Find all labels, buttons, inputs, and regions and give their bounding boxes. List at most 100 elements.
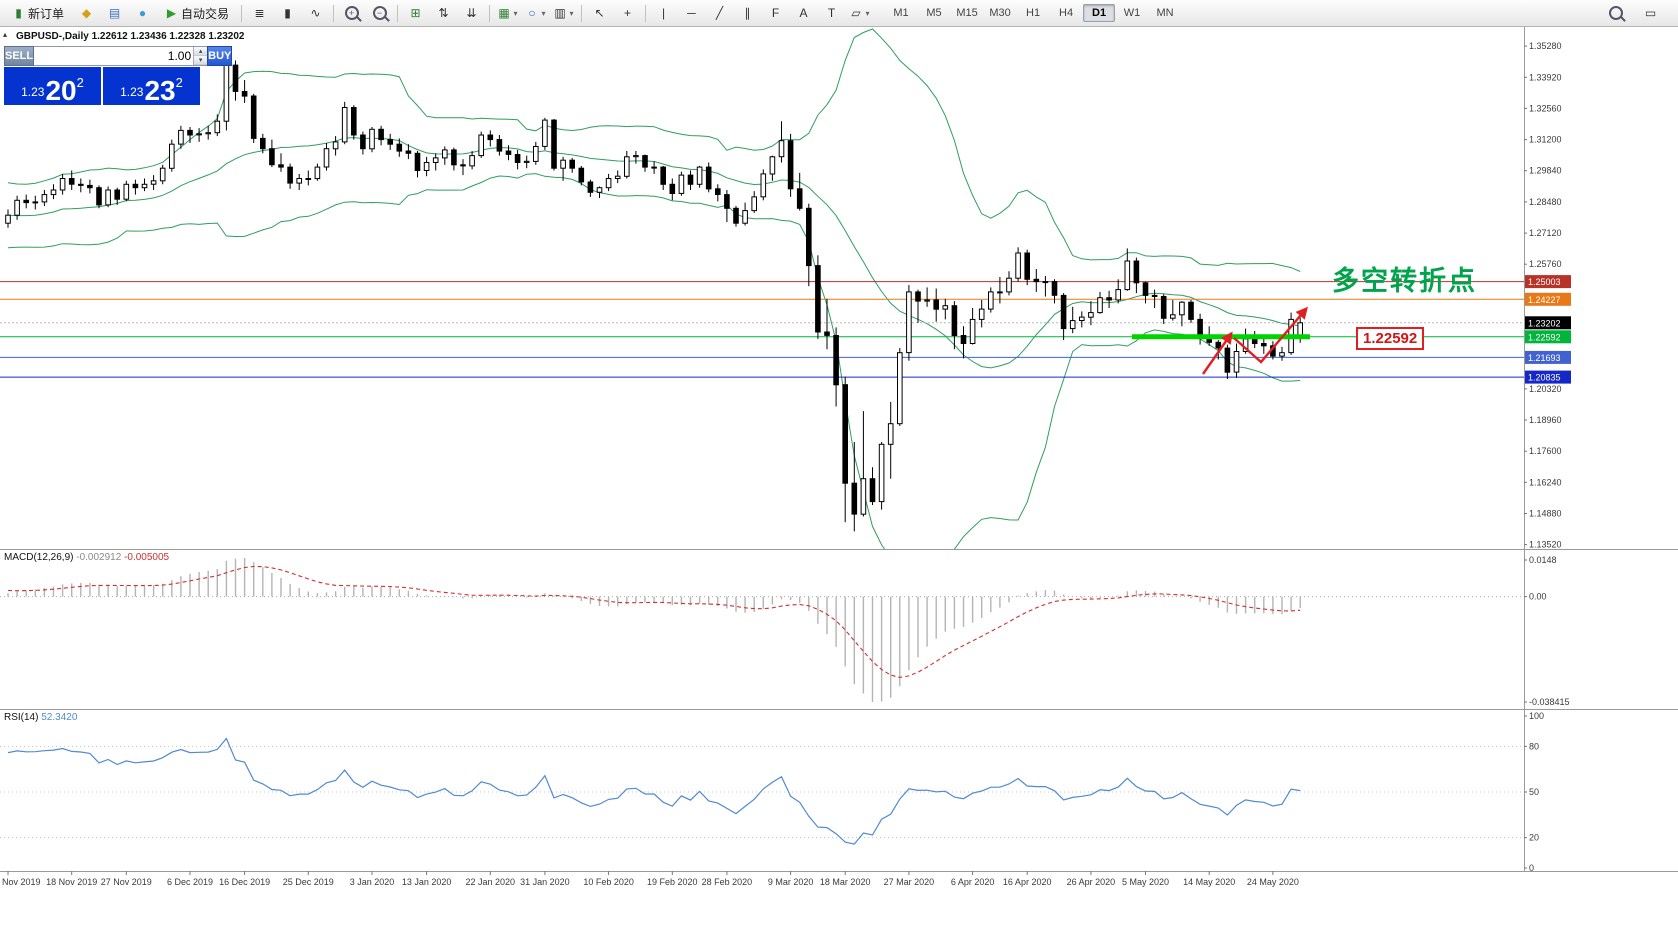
- buy-price-sup: 2: [175, 75, 183, 90]
- volume-up-button[interactable]: ▴: [194, 47, 208, 56]
- zoom-in-icon: +: [344, 6, 359, 20]
- price-label-box: [1525, 316, 1571, 330]
- search-button[interactable]: [1602, 2, 1629, 25]
- crosshair-button[interactable]: +: [614, 2, 641, 25]
- line-chart-button[interactable]: ∿: [302, 2, 329, 25]
- dropdown-arrow-icon: ▾: [569, 8, 574, 18]
- zoom-in-button[interactable]: +: [338, 2, 365, 25]
- data-window-button[interactable]: ▭: [1637, 2, 1664, 25]
- auto-trading-button[interactable]: ▶ 自动交易: [157, 2, 237, 25]
- arrow-objects-button[interactable]: ▱ ▾: [846, 2, 873, 25]
- text-label-tool-button[interactable]: T: [818, 2, 845, 25]
- text-tool-button[interactable]: A: [790, 2, 817, 25]
- timeframe-w1-button[interactable]: W1: [1123, 7, 1141, 19]
- community-button[interactable]: ●: [129, 2, 156, 25]
- volume-down-button[interactable]: ▾: [194, 56, 208, 65]
- date-label: 16 Apr 2020: [1003, 877, 1052, 887]
- date-label: 22 Jan 2020: [466, 877, 516, 887]
- arrange-windows-icon: ⇅: [438, 6, 449, 20]
- bars-chart-icon: ≣: [254, 6, 265, 20]
- new-order-button[interactable]: ▮ 新订单: [4, 2, 72, 25]
- trend-arrow[interactable]: [1233, 306, 1308, 364]
- sell-price-prefix: 1.23: [21, 85, 45, 99]
- date-label: 13 Jan 2020: [402, 877, 452, 887]
- chart-collapse-icon[interactable]: ▴: [3, 30, 8, 39]
- toolbar-separator: [241, 4, 243, 22]
- timeframe-mn-button[interactable]: MN: [1156, 7, 1174, 19]
- timeframe-h1-button[interactable]: H1: [1026, 7, 1041, 19]
- arrange-windows-button[interactable]: ⇅: [430, 2, 457, 25]
- date-label: 19 Feb 2020: [647, 877, 698, 887]
- toolbar-right-icons: ▭: [1602, 2, 1674, 25]
- toolbar-button-groups: ▮ 新订单 ◆ ▤ ● ▶ 自动交易 ≣ ▮ ∿ + − ⊞ ⇅ ⇊ ▦ ▾ ○ ▾ ▥ ▾ ↖ + | ─ ╱ ∥ F A T ▱ ▾: [4, 2, 873, 25]
- toolbar-separator: [489, 4, 491, 22]
- date-label: 28 Feb 2020: [702, 877, 753, 887]
- macd-axis-label: 0.00: [1529, 592, 1547, 602]
- cursor-button[interactable]: ↖: [586, 2, 613, 25]
- arrow-objects-icon: ▱: [851, 6, 861, 20]
- macd-axis-label: 0.0148: [1529, 555, 1557, 565]
- chart-window-button[interactable]: ◆: [73, 2, 100, 25]
- price-label-box: [1525, 275, 1571, 289]
- auto-scroll-button[interactable]: ⇊: [458, 2, 485, 25]
- fibonacci-retracement-icon: F: [771, 6, 780, 20]
- macd-name: MACD(12,26,9): [4, 552, 74, 563]
- bars-chart-button[interactable]: ≣: [246, 2, 273, 25]
- rsi-axis-label: 0: [1529, 863, 1534, 873]
- crosshair-icon: +: [624, 6, 632, 20]
- horizontal-line-button[interactable]: ─: [678, 2, 705, 25]
- vertical-line-button[interactable]: |: [650, 2, 677, 25]
- toolbar-separator: [397, 4, 399, 22]
- zoom-out-button[interactable]: −: [366, 2, 393, 25]
- depth-of-market-button[interactable]: ▤: [101, 2, 128, 25]
- timeframe-h4-button[interactable]: H4: [1059, 7, 1074, 19]
- price-label-box: [1525, 330, 1571, 344]
- profiles-button[interactable]: ○ ▾: [522, 2, 549, 25]
- text-label-tool-icon: T: [827, 6, 836, 20]
- price-tick-label: 1.29840: [1529, 166, 1562, 176]
- volume-input[interactable]: [34, 47, 194, 65]
- price-tick-label: 1.14880: [1529, 509, 1562, 519]
- timeframe-m5-button[interactable]: M5: [926, 7, 942, 19]
- price-callout-label[interactable]: 1.22592: [1356, 327, 1425, 350]
- price-label-1.22592: 1.22592: [1528, 332, 1561, 342]
- price-tick-label: 1.32560: [1529, 103, 1562, 113]
- buy-price[interactable]: 1.23 23 2: [103, 67, 200, 105]
- macd-indicator-label: MACD(12,26,9) -0.002912 -0.005005: [4, 552, 169, 563]
- new-chart-icon: ▦: [498, 6, 510, 20]
- candlestick-chart-icon: ▮: [284, 6, 291, 20]
- buy-button[interactable]: BUY: [207, 46, 233, 66]
- sell-button[interactable]: SELL: [4, 46, 35, 66]
- equidistant-channel-button[interactable]: ∥: [734, 2, 761, 25]
- fibonacci-retracement-button[interactable]: F: [762, 2, 789, 25]
- candlestick-chart-button[interactable]: ▮: [274, 2, 301, 25]
- chart-window-icon: ◆: [81, 6, 92, 20]
- dropdown-arrow-icon: ▾: [865, 8, 870, 18]
- equidistant-channel-icon: ∥: [744, 6, 751, 20]
- timeframe-m15-button[interactable]: M15: [956, 7, 978, 19]
- tile-windows-button[interactable]: ⊞: [402, 2, 429, 25]
- templates-button[interactable]: ▥ ▾: [550, 2, 577, 25]
- macd-signal-value: -0.005005: [124, 552, 170, 563]
- timeframe-d1-button[interactable]: D1: [1083, 4, 1116, 22]
- trendline-button[interactable]: ╱: [706, 2, 733, 25]
- date-label: 9 Mar 2020: [768, 877, 814, 887]
- timeframe-m1-button[interactable]: M1: [893, 7, 909, 19]
- turning-point-annotation[interactable]: 多空转折点: [1332, 266, 1477, 297]
- sell-price[interactable]: 1.23 20 2: [4, 67, 101, 105]
- new-order-label: 新订单: [28, 6, 65, 21]
- new-order-icon: ▮: [15, 6, 22, 20]
- dropdown-arrow-icon: ▾: [513, 8, 518, 18]
- price-tick-label: 1.27120: [1529, 228, 1562, 238]
- buy-price-big: 23: [144, 74, 176, 106]
- new-chart-button[interactable]: ▦ ▾: [494, 2, 521, 25]
- horizontal-line-icon: ─: [687, 6, 696, 20]
- zoom-out-icon: −: [372, 6, 387, 20]
- price-label-box: [1525, 350, 1571, 364]
- trend-arrow[interactable]: [1202, 331, 1233, 375]
- timeframe-m30-button[interactable]: M30: [989, 7, 1011, 19]
- auto-trading-icon: ▶: [166, 6, 177, 20]
- price-tick-label: 1.33920: [1529, 72, 1562, 82]
